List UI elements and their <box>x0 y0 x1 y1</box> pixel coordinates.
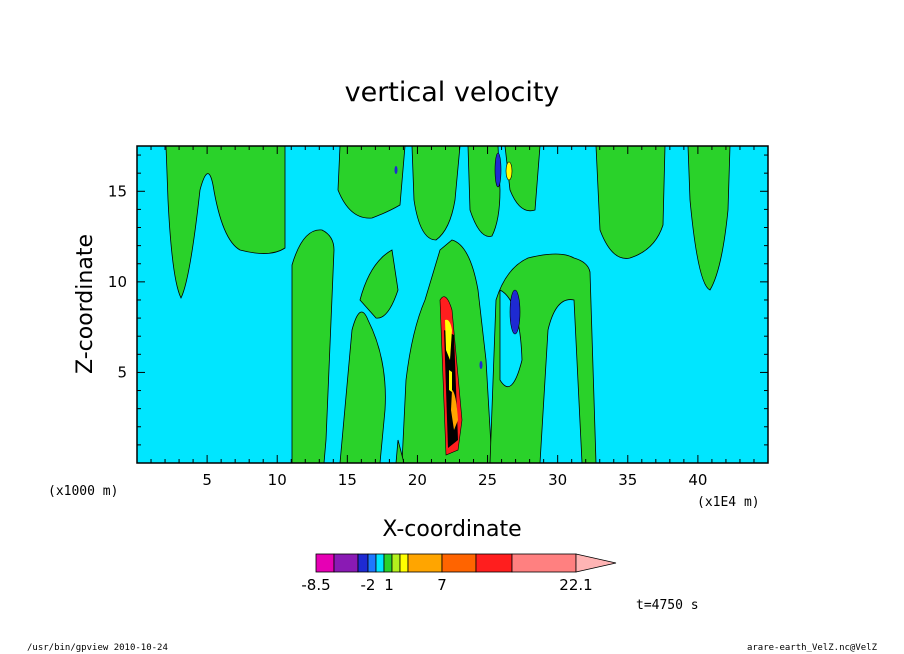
colorbar-segment <box>375 553 385 573</box>
colorbar-segment <box>475 553 513 573</box>
colorbar-segment <box>383 553 393 573</box>
chart-title: vertical velocity <box>345 77 560 108</box>
x-tick-label: 5 <box>202 471 212 489</box>
x-tick-label: 10 <box>268 471 287 489</box>
colorbar-label: -2 <box>361 576 376 594</box>
x-unit-label: (x1000 m) <box>48 484 118 499</box>
y-tick-label: 5 <box>117 363 127 381</box>
time-label: t=4750 s <box>636 598 699 613</box>
colorbar-label: 22.1 <box>559 576 592 594</box>
x-axis-label: X-coordinate <box>382 517 521 542</box>
colorbar-segment <box>399 553 409 573</box>
colorbar: -8.5 -2 1 7 22.1 <box>301 553 617 594</box>
downdraft-spot <box>509 289 521 335</box>
axis-ticks: 5 10 15 20 25 30 35 40 5 10 15 <box>108 146 768 489</box>
x-tick-label: 20 <box>408 471 427 489</box>
colorbar-segment <box>315 553 335 573</box>
downdraft-spot <box>394 166 398 174</box>
colorbar-label: 1 <box>384 576 394 594</box>
colorbar-segment <box>367 553 377 573</box>
colorbar-segment <box>407 553 443 573</box>
colorbar-segment <box>333 553 359 573</box>
x-tick-label: 15 <box>338 471 357 489</box>
updraft-core <box>439 296 463 456</box>
colorbar-label: 7 <box>437 576 447 594</box>
x-tick-label: 35 <box>618 471 637 489</box>
colorbar-segment <box>441 553 477 573</box>
colorbar-segment <box>511 553 577 573</box>
x-tick-label: 30 <box>548 471 567 489</box>
downdraft-spot <box>494 152 502 188</box>
x-tick-label: 40 <box>688 471 707 489</box>
contour-field <box>137 146 768 463</box>
plot-frame <box>136 145 769 464</box>
colorbar-label: -8.5 <box>301 576 330 594</box>
footer-right: arare-earth_VelZ.nc@VelZ <box>747 643 878 653</box>
y-tick-label: 10 <box>108 273 127 291</box>
downdraft-spot <box>479 361 483 369</box>
updraft-spot <box>505 161 513 181</box>
x-scale-label: (x1E4 m) <box>697 495 760 510</box>
y-tick-label: 15 <box>108 182 127 200</box>
colorbar-segment <box>391 553 401 573</box>
y-axis-label: Z-coordinate <box>73 234 98 374</box>
x-tick-label: 25 <box>478 471 497 489</box>
positive-regions <box>165 146 731 463</box>
colorbar-arrow <box>575 553 617 573</box>
colorbar-segment <box>357 553 369 573</box>
footer-left: /usr/bin/gpview 2010-10-24 <box>27 643 168 653</box>
